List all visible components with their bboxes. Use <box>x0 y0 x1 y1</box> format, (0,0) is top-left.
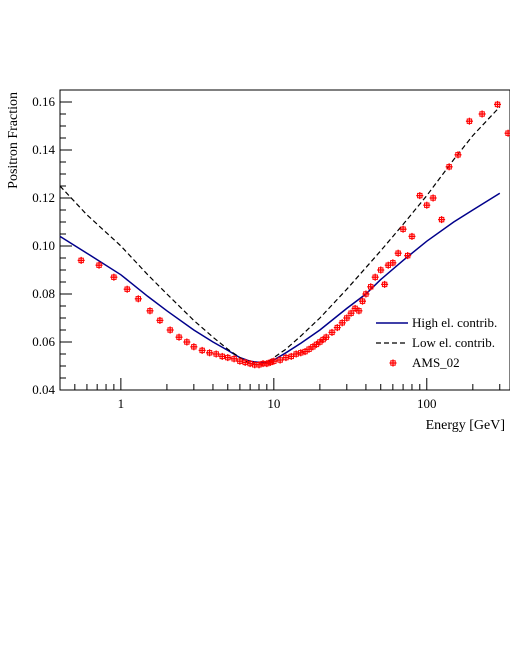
data-point <box>276 356 284 364</box>
data-point <box>343 314 351 322</box>
data-point <box>328 328 336 336</box>
data-point <box>175 333 183 341</box>
legend: High el. contrib. Low el. contrib. AMS_02 <box>376 315 497 370</box>
y-axis-label: Positron Fraction <box>6 92 21 189</box>
data-point <box>465 117 473 125</box>
legend-marker-ams-02 <box>389 359 397 367</box>
data-point <box>494 100 502 108</box>
y-tick-label: 0.14 <box>32 142 55 157</box>
x-axis-label: Energy [GeV] <box>426 418 505 433</box>
legend-label: Low el. contrib. <box>412 335 495 350</box>
y-tick-label: 0.08 <box>32 286 55 301</box>
x-axis: 1 10 100 <box>59 378 501 411</box>
data-point <box>166 326 174 334</box>
data-point <box>95 261 103 269</box>
data-point <box>134 295 142 303</box>
data-point <box>445 163 453 171</box>
data-point <box>416 192 424 200</box>
data-point <box>198 346 206 354</box>
data-point <box>404 252 412 260</box>
x-tick-label: 10 <box>267 396 280 411</box>
data-point <box>381 280 389 288</box>
data-point <box>338 319 346 327</box>
data-point <box>224 354 232 362</box>
x-tick-label: 100 <box>417 396 437 411</box>
data-point <box>156 316 164 324</box>
data-point <box>438 216 446 224</box>
y-tick-label: 0.06 <box>32 334 55 349</box>
data-point <box>218 352 226 360</box>
data-point <box>399 225 407 233</box>
y-tick-label: 0.04 <box>32 382 55 397</box>
plot-frame <box>59 89 510 391</box>
data-point <box>206 349 214 357</box>
data-point <box>110 273 118 281</box>
data-point <box>347 309 355 317</box>
data-point <box>190 343 198 351</box>
data-point <box>408 232 416 240</box>
data-point <box>367 283 375 291</box>
data-point <box>123 285 131 293</box>
data-point <box>504 129 510 137</box>
y-tick-label: 0.12 <box>32 190 55 205</box>
data-point <box>429 194 437 202</box>
data-point <box>423 201 431 209</box>
data-point <box>371 273 379 281</box>
data-point <box>282 354 290 362</box>
data-point <box>77 256 85 264</box>
data-point <box>255 361 263 369</box>
data-point <box>236 357 244 365</box>
data-point <box>359 297 367 305</box>
series-layer <box>59 100 510 369</box>
y-axis: 0.04 0.06 0.08 0.10 0.12 0.14 0.16 <box>32 89 72 397</box>
data-point <box>212 350 220 358</box>
data-point <box>394 249 402 257</box>
data-point <box>183 338 191 346</box>
y-tick-label: 0.16 <box>32 94 55 109</box>
data-point <box>263 360 271 368</box>
data-point <box>362 290 370 298</box>
x-tick-label: 1 <box>118 396 125 411</box>
data-point <box>146 307 154 315</box>
data-point <box>266 358 274 366</box>
data-point <box>270 357 278 365</box>
series-ams-02 <box>77 100 510 369</box>
data-point <box>333 324 341 332</box>
data-point <box>377 266 385 274</box>
legend-label: AMS_02 <box>412 355 460 370</box>
data-point <box>322 333 330 341</box>
data-point <box>478 110 486 118</box>
data-point <box>355 307 363 315</box>
data-point <box>230 355 238 363</box>
data-point <box>389 259 397 267</box>
y-tick-label: 0.10 <box>32 238 55 253</box>
legend-label: High el. contrib. <box>412 315 497 330</box>
data-point <box>454 151 462 159</box>
